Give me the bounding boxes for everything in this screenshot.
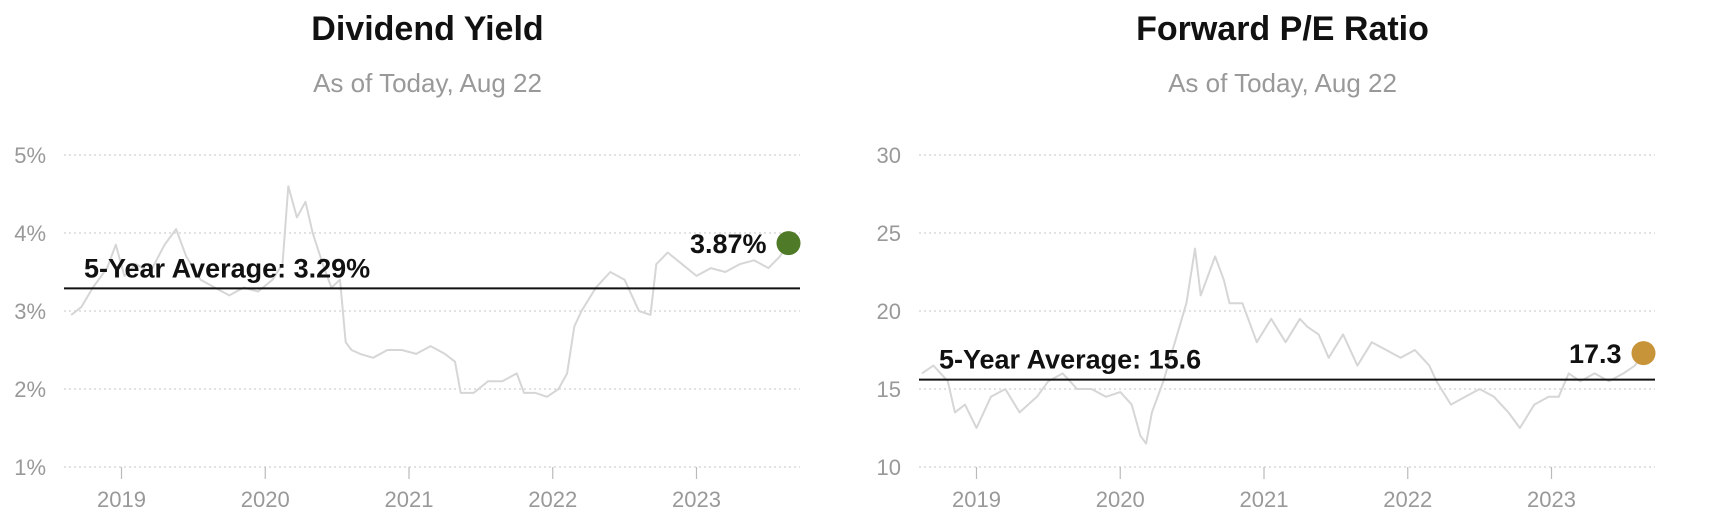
chart-subtitle: As of Today, Aug 22 — [1168, 68, 1397, 98]
y-tick-label: 1% — [14, 455, 46, 480]
y-tick-label: 20 — [877, 299, 901, 324]
x-tick-label: 2023 — [672, 487, 721, 512]
x-tick-label: 2021 — [1240, 487, 1289, 512]
x-tick-label: 2023 — [1527, 487, 1576, 512]
x-tick-label: 2021 — [385, 487, 434, 512]
y-tick-label: 3% — [14, 299, 46, 324]
x-tick-label: 2020 — [241, 487, 290, 512]
x-tick-label: 2019 — [97, 487, 146, 512]
y-tick-label: 25 — [877, 221, 901, 246]
forward-pe-panel: Forward P/E Ratio As of Today, Aug 22 30… — [855, 0, 1710, 528]
x-tick-label: 2022 — [528, 487, 577, 512]
x-tick-label: 2020 — [1096, 487, 1145, 512]
series-line — [921, 247, 1645, 445]
dividend-yield-panel: Dividend Yield As of Today, Aug 22 5% 4% 3… — [14, 10, 801, 512]
series-line — [70, 185, 790, 398]
y-tick-label: 15 — [877, 377, 901, 402]
current-value-marker — [776, 231, 801, 256]
y-tick-label: 10 — [877, 455, 901, 480]
chart-subtitle: As of Today, Aug 22 — [313, 68, 542, 98]
current-value-label: 3.87% — [690, 229, 767, 259]
current-value-marker — [1631, 341, 1656, 366]
y-tick-label: 30 — [877, 143, 901, 168]
average-label: 5-Year Average: 3.29% — [84, 253, 370, 283]
y-tick-label: 5% — [14, 143, 46, 168]
chart-title: Forward P/E Ratio — [1136, 10, 1429, 48]
average-label: 5-Year Average: 15.6 — [939, 345, 1201, 375]
current-value-label: 17.3 — [1569, 339, 1622, 369]
x-tick-label: 2019 — [952, 487, 1001, 512]
chart-title: Dividend Yield — [311, 10, 544, 48]
y-tick-label: 2% — [14, 377, 46, 402]
dividend-yield-plot: 5% 4% 3% 2% 1% 2019 2020 2021 2022 2023 5-Year Ave… — [14, 143, 801, 512]
x-tick-label: 2022 — [1383, 487, 1432, 512]
forward-pe-plot: 30 25 20 15 10 2019 2020 2021 2022 2023 5-Year Ave… — [877, 143, 1656, 512]
y-tick-label: 4% — [14, 221, 46, 246]
